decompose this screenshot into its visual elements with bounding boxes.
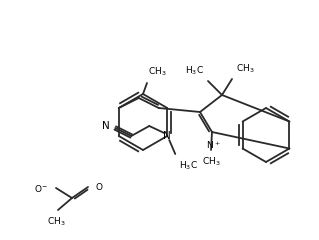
Text: O$^{-}$: O$^{-}$ [34,182,48,193]
Text: CH$_3$: CH$_3$ [236,62,255,75]
Text: CH$_3$: CH$_3$ [202,156,220,168]
Text: CH$_3$: CH$_3$ [47,216,65,228]
Text: CH$_3$: CH$_3$ [148,66,167,78]
Text: H$_3$C: H$_3$C [179,160,198,173]
Text: N: N [163,131,171,141]
Text: N: N [102,121,110,131]
Text: H$_3$C: H$_3$C [185,65,204,77]
Text: N$^+$: N$^+$ [206,139,220,151]
Text: O: O [95,182,102,192]
